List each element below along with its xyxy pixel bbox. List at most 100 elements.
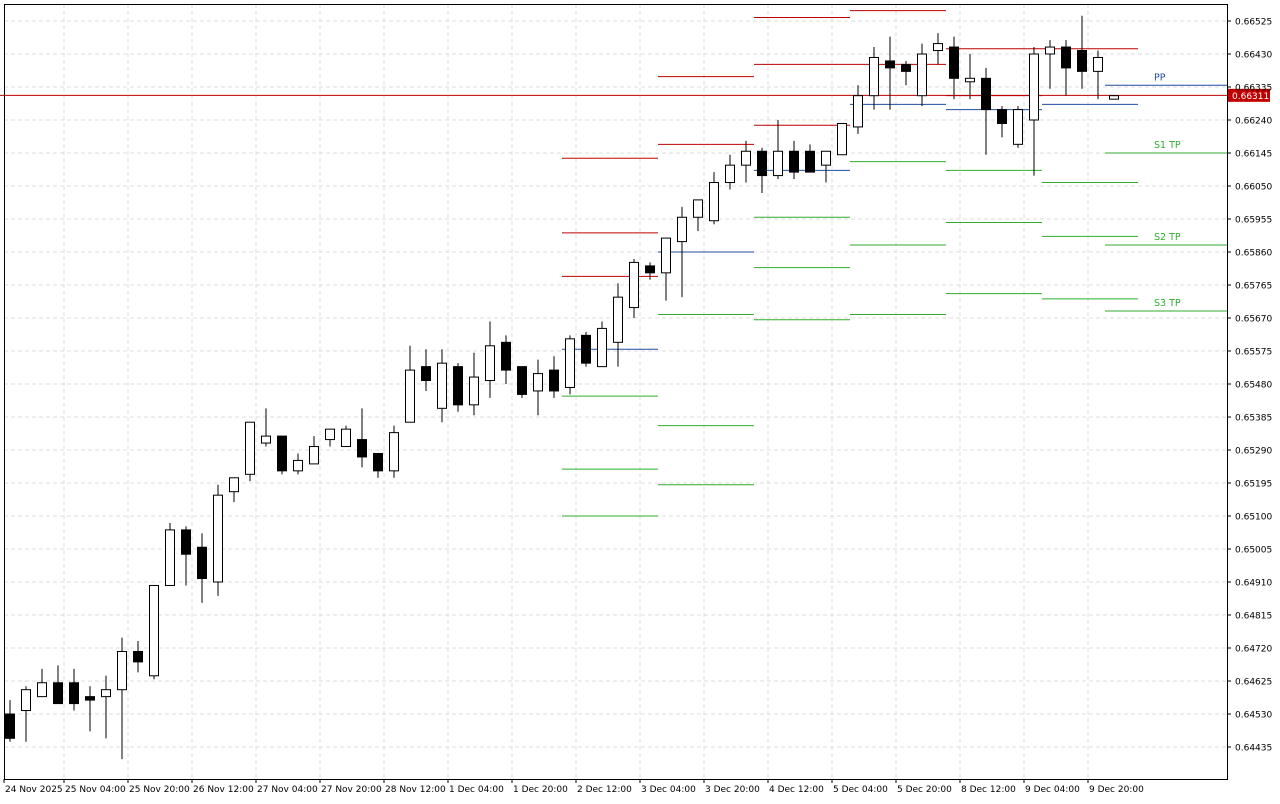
candle-body (117, 650, 127, 691)
current-pivot-label-s2: S2 TP (1154, 232, 1181, 243)
candle (837, 122, 847, 156)
candle (405, 345, 415, 423)
time-tick-label: 1 Dec 04:00 (449, 785, 504, 795)
candle-body (565, 338, 575, 388)
candle (181, 526, 191, 586)
candle-body (821, 150, 831, 166)
candle (661, 237, 671, 301)
candle-body (949, 46, 959, 79)
candle (453, 363, 463, 412)
current-price-tag (1228, 88, 1270, 102)
price-tick-label: 0.66525 (1235, 18, 1272, 28)
candle-body (1013, 109, 1023, 145)
current-pivot-label-s1: S1 TP (1154, 140, 1181, 151)
candle-body (165, 529, 175, 586)
candle (565, 335, 575, 395)
candle-body (101, 689, 111, 698)
price-tick-label: 0.64435 (1235, 744, 1272, 754)
candle (1013, 106, 1023, 148)
price-tick-label: 0.64720 (1235, 645, 1272, 655)
candle-body (485, 345, 495, 382)
candle-body (213, 494, 223, 583)
candle-body (341, 428, 351, 448)
price-tick-label: 0.65860 (1235, 249, 1272, 259)
candle (133, 641, 143, 673)
candle-body (405, 369, 415, 423)
current-price-layer: 0.66311 (0, 88, 1270, 102)
candle (309, 436, 319, 465)
candle (197, 533, 207, 603)
candle (789, 140, 799, 180)
candle-body (69, 682, 79, 705)
candle (821, 150, 831, 183)
candle-body (357, 439, 367, 458)
candle-body (1029, 53, 1039, 121)
candle-body (837, 122, 847, 156)
candle (149, 584, 159, 680)
candle (869, 47, 879, 110)
candle-body (773, 150, 783, 177)
candle-body (581, 334, 591, 364)
candle (373, 452, 383, 478)
time-tick-label: 8 Dec 12:00 (961, 785, 1016, 795)
candle-body (85, 696, 95, 701)
price-tick-label: 0.65480 (1235, 381, 1272, 391)
candle (69, 668, 79, 711)
candle (341, 425, 351, 448)
candle-body (181, 529, 191, 555)
candle (485, 321, 495, 398)
candle (517, 366, 527, 398)
candle (613, 283, 623, 367)
candle (917, 43, 927, 107)
price-tick-label: 0.66240 (1235, 117, 1272, 127)
candle (1061, 40, 1071, 96)
candle-body (661, 237, 671, 274)
candle-body (885, 60, 895, 69)
candle-body (741, 150, 751, 166)
candle (53, 665, 63, 705)
price-tick-label: 0.65290 (1235, 447, 1272, 457)
candle (421, 349, 431, 391)
candle (1109, 95, 1119, 100)
candle-body (757, 150, 767, 177)
candle-body (965, 77, 975, 83)
price-tick-label: 0.65005 (1235, 546, 1272, 556)
time-tick-label: 27 Nov 20:00 (321, 785, 382, 795)
price-tick-label: 0.64625 (1235, 678, 1272, 688)
candle (581, 331, 591, 367)
price-tick-label: 0.65765 (1235, 282, 1272, 292)
candle-body (229, 477, 239, 493)
candle (325, 428, 335, 447)
time-tick-label: 25 Nov 04:00 (65, 785, 126, 795)
time-tick-label: 5 Dec 04:00 (833, 785, 888, 795)
candle (117, 637, 127, 760)
candle (709, 172, 719, 225)
candle (949, 36, 959, 100)
candle-body (533, 373, 543, 392)
time-tick-label: 2 Dec 12:00 (577, 785, 632, 795)
candle-body (469, 376, 479, 406)
candle-body (981, 77, 991, 111)
candle-body (325, 428, 335, 441)
price-tick-label: 0.65385 (1235, 414, 1272, 424)
candle-body (805, 150, 815, 173)
candle-body (5, 713, 15, 739)
price-tick-label: 0.65670 (1235, 315, 1272, 325)
price-tick-label: 0.65955 (1235, 216, 1272, 226)
time-tick-label: 24 Nov 2025 (5, 785, 63, 795)
price-tick-label: 0.64530 (1235, 711, 1272, 721)
candle-body (645, 265, 655, 274)
candle-body (1045, 46, 1055, 55)
candle-body (917, 53, 927, 97)
candle (725, 154, 735, 190)
candle-body (149, 584, 159, 677)
candle (533, 359, 543, 416)
candle (501, 335, 511, 384)
current-pivot-label-pp: PP (1154, 72, 1166, 83)
candle-body (309, 446, 319, 465)
price-tick-label: 0.66430 (1235, 51, 1272, 61)
candle (629, 258, 639, 318)
candle (213, 484, 223, 596)
candle-body (549, 369, 559, 392)
